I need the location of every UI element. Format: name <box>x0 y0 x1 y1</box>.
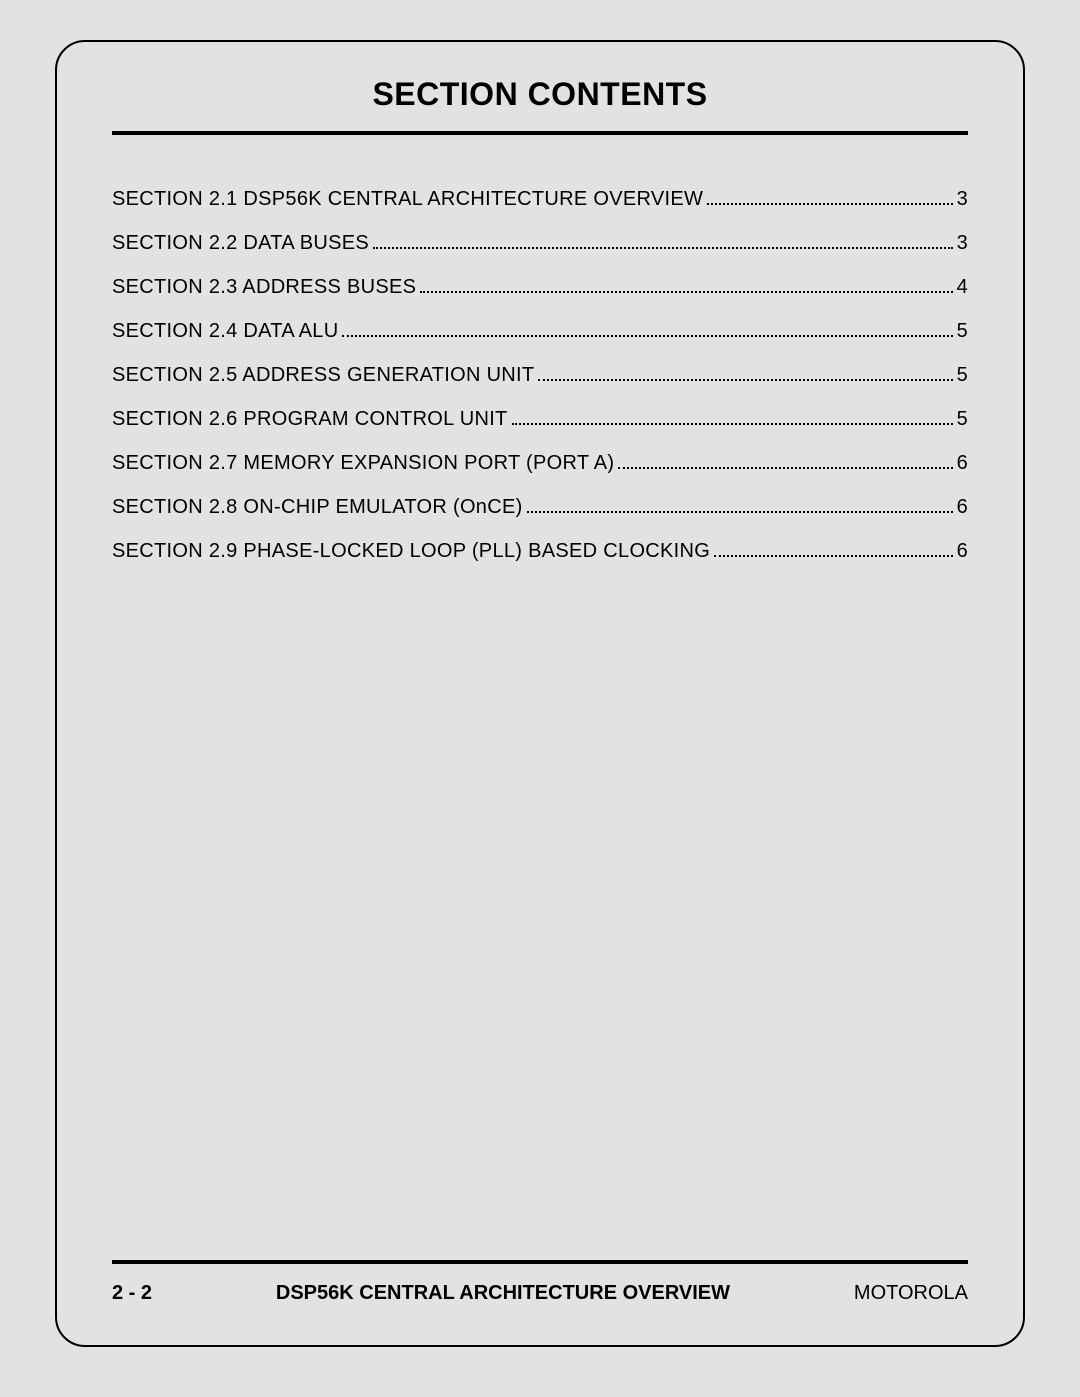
page-footer: 2 - 2 DSP56K CENTRAL ARCHITECTURE OVERVI… <box>112 1282 968 1305</box>
toc-page-number: 4 <box>957 276 968 299</box>
toc-leader-dots <box>342 317 952 337</box>
page-frame: SECTION CONTENTS SECTION 2.1 DSP56K CENT… <box>55 40 1025 1347</box>
top-rule <box>112 131 968 135</box>
toc-row: SECTION 2.8 ON-CHIP EMULATOR (OnCE) 6 <box>112 493 968 519</box>
toc-label: SECTION 2.2 DATA BUSES <box>112 232 369 255</box>
toc-page-number: 6 <box>957 452 968 475</box>
footer-page-number: 2 - 2 <box>112 1282 152 1305</box>
toc-row: SECTION 2.1 DSP56K CENTRAL ARCHITECTURE … <box>112 185 968 211</box>
toc-row: SECTION 2.7 MEMORY EXPANSION PORT (PORT … <box>112 449 968 475</box>
toc-page-number: 6 <box>957 496 968 519</box>
toc-leader-dots <box>707 185 952 205</box>
toc-page-number: 5 <box>957 320 968 343</box>
toc-leader-dots <box>714 537 952 557</box>
vertical-spacer <box>112 581 968 1260</box>
toc-page-number: 6 <box>957 540 968 563</box>
toc-row: SECTION 2.4 DATA ALU 5 <box>112 317 968 343</box>
toc-leader-dots <box>527 493 953 513</box>
document-page: SECTION CONTENTS SECTION 2.1 DSP56K CENT… <box>0 0 1080 1397</box>
toc-page-number: 3 <box>957 188 968 211</box>
toc-label: SECTION 2.8 ON-CHIP EMULATOR (OnCE) <box>112 496 523 519</box>
toc-row: SECTION 2.5 ADDRESS GENERATION UNIT 5 <box>112 361 968 387</box>
toc-label: SECTION 2.5 ADDRESS GENERATION UNIT <box>112 364 534 387</box>
toc-row: SECTION 2.6 PROGRAM CONTROL UNIT 5 <box>112 405 968 431</box>
toc-leader-dots <box>618 449 952 469</box>
toc-label: SECTION 2.3 ADDRESS BUSES <box>112 276 416 299</box>
footer-company: MOTOROLA <box>854 1282 968 1305</box>
toc-leader-dots <box>420 273 952 293</box>
section-contents-title: SECTION CONTENTS <box>112 76 968 113</box>
toc-row: SECTION 2.9 PHASE-LOCKED LOOP (PLL) BASE… <box>112 537 968 563</box>
toc-row: SECTION 2.2 DATA BUSES 3 <box>112 229 968 255</box>
toc-label: SECTION 2.9 PHASE-LOCKED LOOP (PLL) BASE… <box>112 540 710 563</box>
toc-label: SECTION 2.1 DSP56K CENTRAL ARCHITECTURE … <box>112 188 703 211</box>
toc-leader-dots <box>512 405 953 425</box>
toc-label: SECTION 2.4 DATA ALU <box>112 320 338 343</box>
toc-page-number: 3 <box>957 232 968 255</box>
toc-leader-dots <box>538 361 952 381</box>
table-of-contents: SECTION 2.1 DSP56K CENTRAL ARCHITECTURE … <box>112 185 968 581</box>
toc-label: SECTION 2.6 PROGRAM CONTROL UNIT <box>112 408 508 431</box>
footer-document-title: DSP56K CENTRAL ARCHITECTURE OVERVIEW <box>212 1282 794 1305</box>
toc-leader-dots <box>373 229 953 249</box>
toc-page-number: 5 <box>957 408 968 431</box>
toc-page-number: 5 <box>957 364 968 387</box>
toc-row: SECTION 2.3 ADDRESS BUSES 4 <box>112 273 968 299</box>
bottom-rule <box>112 1260 968 1264</box>
toc-label: SECTION 2.7 MEMORY EXPANSION PORT (PORT … <box>112 452 614 475</box>
